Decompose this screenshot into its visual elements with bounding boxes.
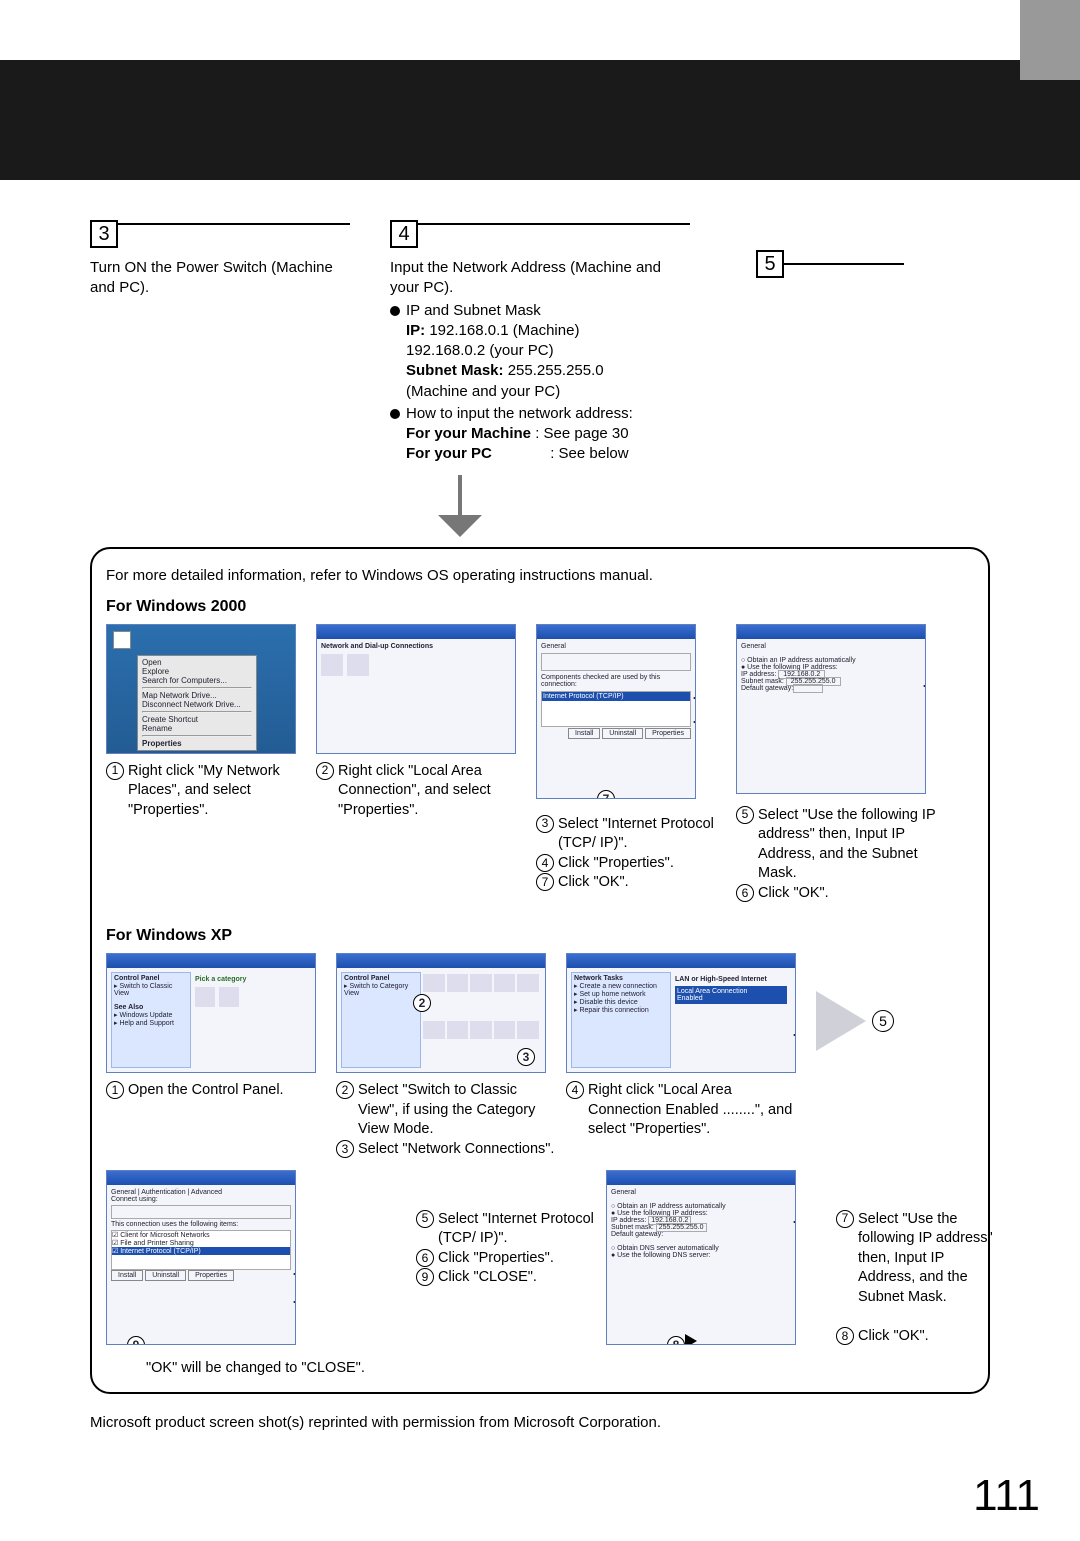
bullet-icon	[390, 306, 400, 316]
w2000-c1: Right click "My Network Places", and sel…	[128, 762, 306, 821]
pick-category: Pick a category	[195, 976, 246, 983]
step-4-b2-lead: How to input the network address:	[406, 405, 633, 422]
screenshot-wxp-4: General | Authentication | AdvancedConne…	[106, 1170, 296, 1345]
down-arrow-connector	[430, 475, 490, 537]
circ-x1: 1	[106, 1081, 124, 1099]
step-3-line	[118, 223, 350, 225]
mask-note: (Machine and your PC)	[406, 383, 560, 400]
wxp-c2: Select "Switch to Classic View", if usin…	[358, 1081, 556, 1140]
step-5-line	[784, 263, 904, 265]
wxp-c1: Open the Control Panel.	[128, 1081, 284, 1101]
page-number: 111	[0, 1431, 1080, 1541]
circ-7: 7	[536, 873, 554, 891]
circ-3: 3	[536, 815, 554, 833]
wxp-c6: Click "Properties".	[438, 1249, 554, 1269]
circ-x6: 6	[416, 1249, 434, 1267]
step-3-text: Turn ON the Power Switch (Machine and PC…	[90, 258, 350, 299]
step-3-box: 3	[90, 220, 118, 248]
screenshot-wxp-3: Network Tasks▸ Create a new connection▸ …	[566, 953, 796, 1073]
screenshot-wxp-5: General○ Obtain an IP address automatica…	[606, 1170, 796, 1345]
instruction-panel: For more detailed information, refer to …	[90, 547, 990, 1395]
wxp-c5: Select "Internet Protocol (TCP/ IP)".	[438, 1210, 596, 1249]
top-black-band-area	[0, 0, 1080, 180]
bullet-icon	[390, 409, 400, 419]
w2000-c4: Click "Properties".	[558, 854, 674, 874]
screenshot-wxp-2: Control Panel▸ Switch to Category View 2…	[336, 953, 546, 1073]
for-pc-val: : See below	[550, 445, 628, 462]
ip-label: IP:	[406, 322, 425, 339]
circ-x4: 4	[566, 1081, 584, 1099]
mask-label: Subnet Mask:	[406, 362, 504, 379]
circ-6: 6	[736, 884, 754, 902]
microsoft-footer: Microsoft product screen shot(s) reprint…	[90, 1414, 990, 1431]
mask-val: 255.255.255.0	[508, 362, 604, 379]
wxp-c8: Click "OK".	[858, 1327, 929, 1347]
winxp-heading: For Windows XP	[106, 927, 974, 945]
w2000-c7: Click "OK".	[558, 873, 629, 893]
circ-x5: 5	[416, 1210, 434, 1228]
wxp-note: "OK" will be changed to "CLOSE".	[146, 1359, 406, 1379]
continue-triangle	[816, 991, 866, 1051]
step-5-box: 5	[756, 250, 784, 278]
w2000-c6: Click "OK".	[758, 884, 829, 904]
circ-x2: 2	[336, 1081, 354, 1099]
circ-to-5: 5	[872, 1010, 894, 1032]
step-4-box: 4	[390, 220, 418, 248]
ip-pc: 192.168.0.2 (your PC)	[406, 342, 554, 359]
w2000-c5: Select "Use the following IP address" th…	[758, 806, 936, 884]
ip-machine: 192.168.0.1 (Machine)	[429, 322, 579, 339]
w2000-c3: Select "Internet Protocol (TCP/ IP)".	[558, 815, 726, 854]
step-4-line	[418, 223, 690, 225]
w2000-c2: Right click "Local Area Connection", and…	[338, 762, 526, 821]
step-4-b1-lead: IP and Subnet Mask	[406, 302, 541, 319]
for-machine-val: : See page 30	[535, 425, 628, 442]
circ-2: 2	[316, 762, 334, 780]
wxp-c4: Right click "Local Area Connection Enabl…	[588, 1081, 806, 1140]
circ-4: 4	[536, 854, 554, 872]
page-edge-grey	[1020, 0, 1080, 80]
wxp-c7: Select "Use the following IP address" th…	[858, 1210, 996, 1308]
for-machine-label: For your Machine	[406, 425, 531, 442]
wxp-c9: Click "CLOSE".	[438, 1268, 537, 1288]
circ-x7: 7	[836, 1210, 854, 1228]
circ-5: 5	[736, 806, 754, 824]
step-4-title: Input the Network Address (Machine and y…	[390, 258, 690, 299]
circ-x9: 9	[416, 1268, 434, 1286]
screenshot-w2000-2: Network and Dial-up Connections	[316, 624, 516, 754]
manual-note: For more detailed information, refer to …	[106, 567, 974, 584]
wxp-c3: Select "Network Connections".	[358, 1140, 554, 1160]
circ-1: 1	[106, 762, 124, 780]
screenshot-wxp-1: Control Panel▸ Switch to Classic ViewSee…	[106, 953, 316, 1073]
for-pc-label: For your PC	[406, 445, 492, 462]
screenshot-w2000-3: GeneralComponents checked are used by th…	[536, 624, 696, 799]
screenshot-w2000-1: OpenExploreSearch for Computers...Map Ne…	[106, 624, 296, 754]
screenshot-w2000-4: General○ Obtain an IP address automatica…	[736, 624, 926, 794]
circ-x8: 8	[836, 1327, 854, 1345]
win2000-heading: For Windows 2000	[106, 598, 974, 616]
circ-x3: 3	[336, 1140, 354, 1158]
top-black-band	[0, 60, 1080, 180]
